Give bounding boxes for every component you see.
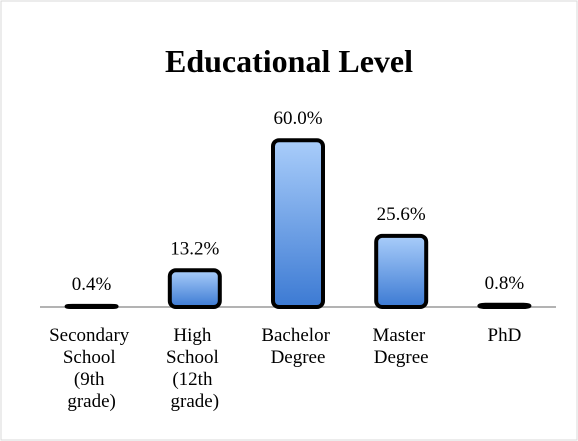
bar xyxy=(64,303,119,310)
bar xyxy=(477,302,532,310)
bar xyxy=(271,138,325,309)
chart-title: Educational Level xyxy=(165,43,413,79)
x-tick-label: Master Degree xyxy=(372,325,430,368)
x-tick-label: High School (12th grade) xyxy=(166,325,224,412)
data-label: 13.2% xyxy=(170,238,219,259)
data-label: 60.0% xyxy=(273,108,322,129)
bar xyxy=(167,268,222,309)
x-tick-label: Bachelor Degree xyxy=(261,325,334,368)
x-tick-label: PhD xyxy=(488,325,522,346)
x-tick-label: Secondary School (9th grade) xyxy=(49,325,134,412)
data-label: 0.8% xyxy=(485,273,525,294)
data-label: 25.6% xyxy=(377,204,426,225)
data-label: 0.4% xyxy=(72,274,112,295)
bar xyxy=(374,233,429,309)
